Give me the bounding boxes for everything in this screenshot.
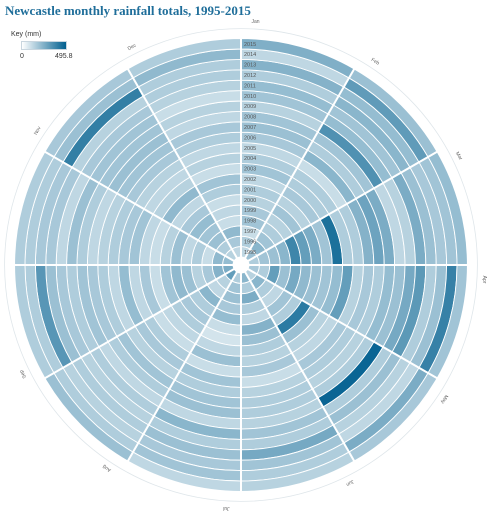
month-label: Dec (127, 42, 138, 52)
sector-divider (27, 140, 235, 262)
year-label: 2007 (244, 125, 256, 131)
year-label: 2013 (244, 63, 256, 69)
sector-dividers (0, 18, 488, 512)
month-label: Aug (101, 463, 112, 473)
outer-ring (4, 28, 478, 502)
year-label: 2004 (244, 156, 256, 162)
key-min-label: 0 (20, 53, 24, 60)
year-label: 2015 (244, 42, 256, 48)
year-label: 2002 (244, 177, 256, 183)
year-label: 2006 (244, 135, 256, 141)
year-label: 2010 (244, 94, 256, 100)
page-title: Newcastle monthly rainfall totals, 1995-… (5, 3, 251, 18)
month-label: Nov (33, 125, 43, 136)
sector-divider (27, 268, 235, 390)
month-label: Oct (0, 246, 1, 254)
year-label: 1997 (244, 229, 256, 235)
sector-divider (244, 271, 366, 479)
year-label: 2003 (244, 167, 256, 173)
month-labels: Jan Feb Mar Apr May Jun Jul Aug Sep Oct Nov Dec (0, 19, 487, 511)
key-label: Key (mm) (11, 31, 42, 38)
month-label: May (439, 393, 449, 405)
month-label: Apr (481, 276, 487, 284)
sector-divider (244, 51, 366, 259)
sector-divider (116, 51, 238, 259)
year-label: 2001 (244, 187, 256, 193)
year-label: 2011 (244, 83, 256, 89)
year-label: 2012 (244, 73, 256, 79)
year-label: 2000 (244, 198, 256, 204)
month-label: Jun (345, 478, 355, 487)
month-label: Sep (18, 368, 28, 379)
year-label: 2009 (244, 104, 256, 110)
sector-divider (247, 140, 455, 262)
sector-divider (116, 271, 238, 479)
month-label: Jan (252, 19, 260, 25)
year-label: 2014 (244, 52, 256, 58)
year-labels: 1995 1996 1997 1998 1999 2000 2001 2002 2003 2004… (244, 42, 256, 256)
month-label: Mar (454, 151, 464, 162)
month-label: Feb (370, 57, 381, 67)
year-label: 1998 (244, 219, 256, 225)
sector-divider (247, 268, 455, 390)
year-label: 2005 (244, 146, 256, 152)
color-key: Key (mm) 0 495.8 (5, 31, 95, 61)
month-label: Jul (223, 505, 229, 511)
year-label: 1999 (244, 208, 256, 214)
year-label: 2008 (244, 115, 256, 121)
year-label: 1995 (244, 250, 256, 256)
key-max-label: 495.8 (55, 53, 73, 60)
year-label: 1996 (244, 239, 256, 245)
key-gradient-bar (21, 41, 67, 50)
